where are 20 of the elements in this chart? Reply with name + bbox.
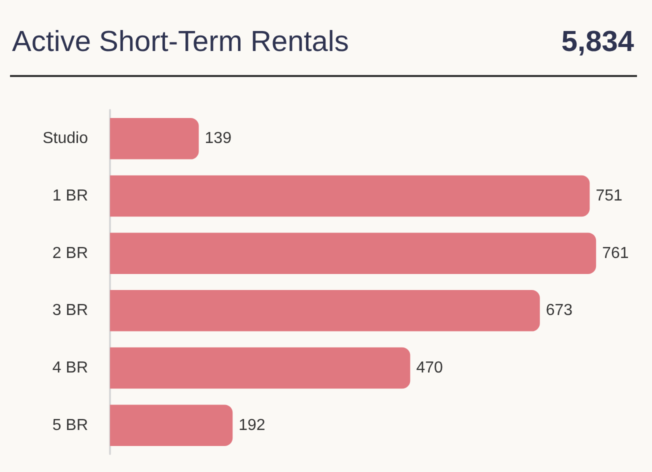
data-label: 470 [416, 360, 444, 376]
data-label: 192 [238, 416, 266, 434]
data-label: 673 [546, 302, 573, 320]
bar [110, 290, 540, 332]
y-tick-label: 3 BR [52, 302, 88, 320]
y-tick-label: Studio [42, 130, 88, 148]
bar [110, 118, 199, 160]
bar [110, 175, 590, 217]
chart-subtitle: 5,834 [561, 26, 634, 58]
data-label: 761 [602, 244, 629, 262]
y-tick-label: 4 BR [52, 360, 88, 376]
data-label: 139 [204, 130, 232, 148]
y-tick-label: 2 BR [52, 244, 88, 262]
chart-title: Active Short-Term Rentals [12, 26, 349, 58]
bar [110, 404, 233, 446]
bar [110, 347, 410, 389]
bar [110, 232, 596, 274]
data-label: 751 [596, 188, 622, 204]
y-tick-label: 5 BR [52, 416, 88, 434]
y-tick-label: 1 BR [52, 188, 88, 204]
